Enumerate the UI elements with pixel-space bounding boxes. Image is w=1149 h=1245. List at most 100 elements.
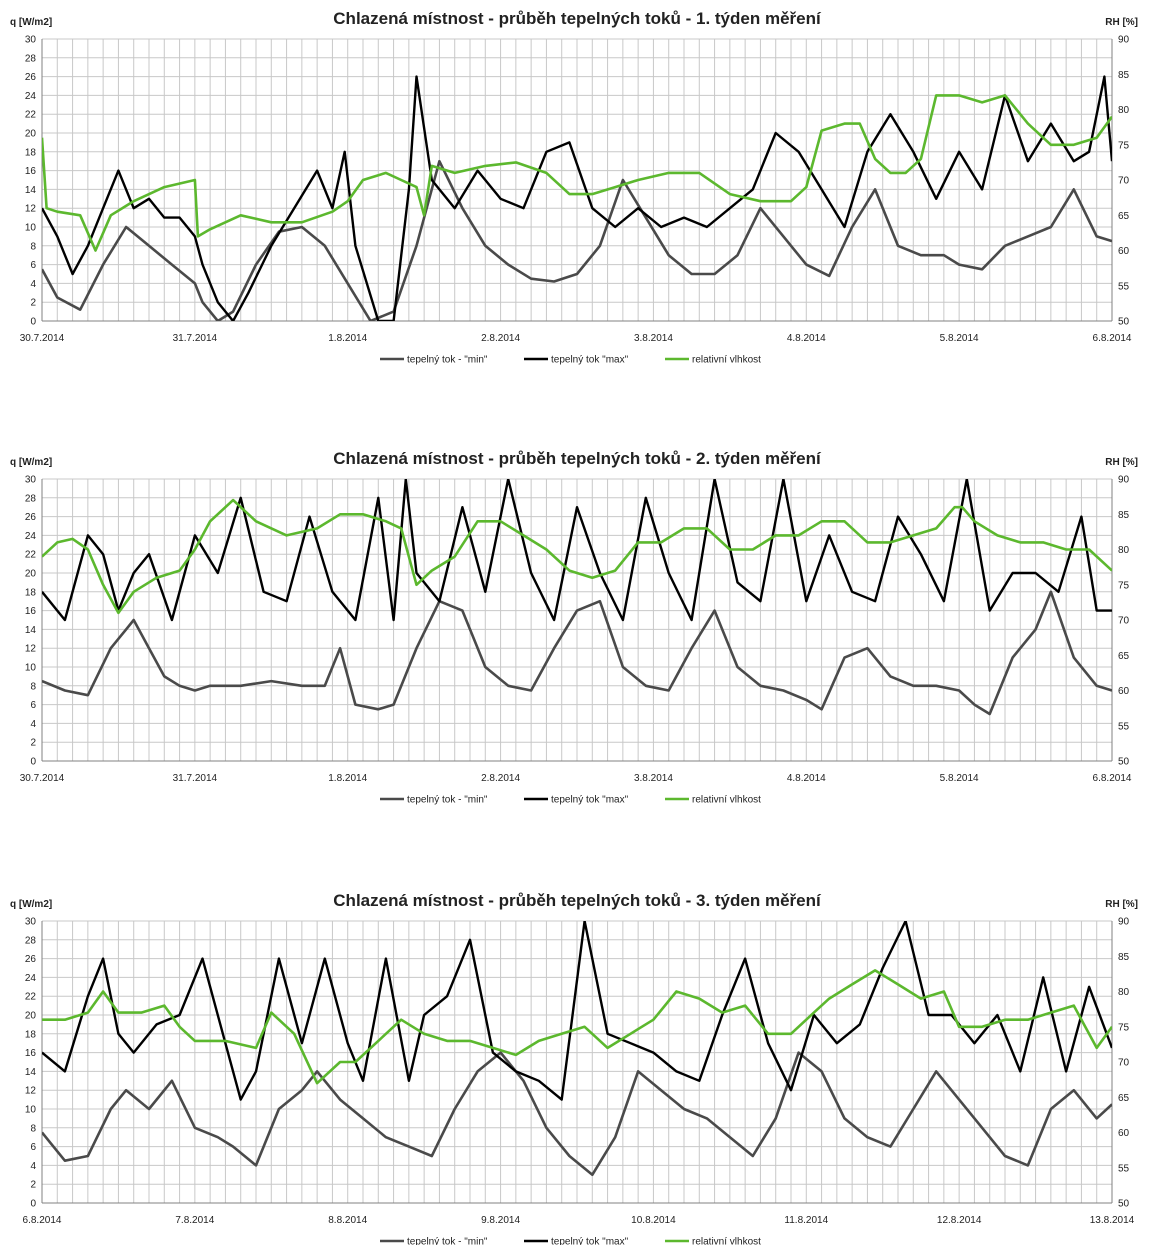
legend-item-max: tepelný tok "max" bbox=[551, 355, 629, 366]
x-tick-label: 8.8.2014 bbox=[328, 1215, 367, 1226]
y2-tick-label: 50 bbox=[1118, 1199, 1130, 1210]
y-tick-label: 0 bbox=[30, 757, 36, 768]
series-min-line bbox=[42, 159, 1112, 321]
y-tick-label: 26 bbox=[25, 72, 37, 83]
series-min-line bbox=[42, 590, 1112, 716]
legend-item-rh: relativní vlhkost bbox=[692, 795, 761, 806]
y2-tick-label: 60 bbox=[1118, 686, 1130, 697]
y2-tick-label: 75 bbox=[1118, 140, 1130, 151]
x-tick-label: 13.8.2014 bbox=[1090, 1215, 1135, 1226]
y-tick-label: 18 bbox=[25, 1029, 37, 1040]
x-tick-label: 1.8.2014 bbox=[328, 333, 367, 344]
y2-tick-label: 65 bbox=[1118, 1093, 1130, 1104]
y-tick-label: 24 bbox=[25, 91, 37, 102]
y2-tick-label: 85 bbox=[1118, 510, 1130, 521]
y2-tick-label: 65 bbox=[1118, 211, 1130, 222]
x-tick-label: 6.8.2014 bbox=[23, 1215, 62, 1226]
chart-svg-week-2: Chlazená místnost - průběh tepelných tok… bbox=[10, 449, 1138, 806]
y-tick-label: 10 bbox=[25, 1105, 37, 1116]
y-tick-label: 22 bbox=[25, 992, 37, 1003]
y-tick-label: 4 bbox=[30, 1161, 36, 1172]
y2-tick-label: 75 bbox=[1118, 1022, 1130, 1033]
y-tick-label: 14 bbox=[25, 625, 37, 636]
y2-tick-label: 80 bbox=[1118, 105, 1130, 116]
chart-title: Chlazená místnost - průběh tepelných tok… bbox=[333, 9, 822, 28]
y-tick-label: 14 bbox=[25, 185, 37, 196]
y2-tick-label: 85 bbox=[1118, 952, 1130, 963]
x-tick-label: 4.8.2014 bbox=[787, 333, 826, 344]
x-tick-label: 2.8.2014 bbox=[481, 773, 520, 784]
y-tick-label: 14 bbox=[25, 1067, 37, 1078]
x-tick-label: 31.7.2014 bbox=[173, 773, 218, 784]
y-tick-label: 2 bbox=[30, 738, 36, 749]
chart-week-3: Chlazená místnost - průběh tepelných tok… bbox=[0, 882, 1149, 1245]
y-tick-label: 8 bbox=[30, 1123, 36, 1134]
grid bbox=[41, 478, 1113, 762]
y2-tick-label: 80 bbox=[1118, 545, 1130, 556]
y2-tick-label: 70 bbox=[1118, 176, 1130, 187]
y2-tick-label: 60 bbox=[1118, 246, 1130, 257]
legend: tepelný tok - "min" tepelný tok "max" rela… bbox=[380, 355, 761, 366]
legend-item-rh: relativní vlhkost bbox=[692, 1237, 761, 1245]
y-tick-label: 8 bbox=[30, 681, 36, 692]
y2-tick-label: 55 bbox=[1118, 1163, 1130, 1174]
y-tick-label: 18 bbox=[25, 587, 37, 598]
chart-week-2: Chlazená místnost - průběh tepelných tok… bbox=[0, 440, 1149, 840]
y-tick-label: 20 bbox=[25, 129, 37, 140]
y-tick-label: 20 bbox=[25, 1011, 37, 1022]
series-rh-line bbox=[42, 94, 1112, 252]
x-tick-label: 6.8.2014 bbox=[1093, 333, 1132, 344]
legend-item-min: tepelný tok - "min" bbox=[407, 795, 488, 806]
y-tick-label: 10 bbox=[25, 663, 37, 674]
y-tick-label: 12 bbox=[25, 644, 37, 655]
x-tick-label: 6.8.2014 bbox=[1093, 773, 1132, 784]
series-min-line bbox=[42, 1051, 1112, 1177]
y-tick-label: 28 bbox=[25, 935, 37, 946]
y-tick-label: 2 bbox=[30, 1180, 36, 1191]
chart-title: Chlazená místnost - průběh tepelných tok… bbox=[333, 449, 822, 468]
y-tick-label: 4 bbox=[30, 279, 36, 290]
y-tick-label: 22 bbox=[25, 110, 37, 121]
y-tick-label: 10 bbox=[25, 223, 37, 234]
y-tick-label: 24 bbox=[25, 531, 37, 542]
y-tick-label: 30 bbox=[25, 475, 37, 486]
legend-item-max: tepelný tok "max" bbox=[551, 1237, 629, 1245]
y-tick-label: 2 bbox=[30, 298, 36, 309]
grid bbox=[41, 920, 1113, 1204]
y-tick-label: 6 bbox=[30, 260, 36, 271]
chart-svg-week-3: Chlazená místnost - průběh tepelných tok… bbox=[10, 891, 1138, 1245]
x-tick-label: 7.8.2014 bbox=[175, 1215, 214, 1226]
y-tick-label: 6 bbox=[30, 700, 36, 711]
y-tick-label: 28 bbox=[25, 493, 37, 504]
y-tick-label: 4 bbox=[30, 719, 36, 730]
x-tick-label: 3.8.2014 bbox=[634, 773, 673, 784]
y2-tick-label: 65 bbox=[1118, 651, 1130, 662]
series-max-line bbox=[42, 75, 1112, 321]
y-tick-label: 28 bbox=[25, 53, 37, 64]
grid bbox=[41, 38, 1113, 322]
x-tick-label: 5.8.2014 bbox=[940, 773, 979, 784]
x-tick-label: 5.8.2014 bbox=[940, 333, 979, 344]
chart-title: Chlazená místnost - průběh tepelných tok… bbox=[333, 891, 822, 910]
x-tick-label: 31.7.2014 bbox=[173, 333, 218, 344]
x-tick-label: 30.7.2014 bbox=[20, 773, 65, 784]
y2-tick-label: 55 bbox=[1118, 721, 1130, 732]
y2-axis-label: RH [%] bbox=[1105, 17, 1138, 28]
series-rh-line bbox=[42, 498, 1112, 615]
series-max-line bbox=[42, 479, 1112, 622]
series-rh-line bbox=[42, 969, 1112, 1085]
legend: tepelný tok - "min" tepelný tok "max" rela… bbox=[380, 1237, 761, 1245]
y2-tick-label: 60 bbox=[1118, 1128, 1130, 1139]
y-axis-label: q [W/m2] bbox=[10, 457, 52, 468]
legend-item-rh: relativní vlhkost bbox=[692, 355, 761, 366]
x-tick-label: 2.8.2014 bbox=[481, 333, 520, 344]
y-tick-label: 30 bbox=[25, 917, 37, 928]
legend: tepelný tok - "min" tepelný tok "max" rela… bbox=[380, 795, 761, 806]
legend-item-min: tepelný tok - "min" bbox=[407, 355, 488, 366]
y-axis-label: q [W/m2] bbox=[10, 17, 52, 28]
y-tick-label: 8 bbox=[30, 241, 36, 252]
y2-tick-label: 90 bbox=[1118, 917, 1130, 928]
y2-tick-label: 50 bbox=[1118, 317, 1130, 328]
x-tick-label: 4.8.2014 bbox=[787, 773, 826, 784]
chart-svg-week-1: Chlazená místnost - průběh tepelných tok… bbox=[10, 9, 1138, 366]
